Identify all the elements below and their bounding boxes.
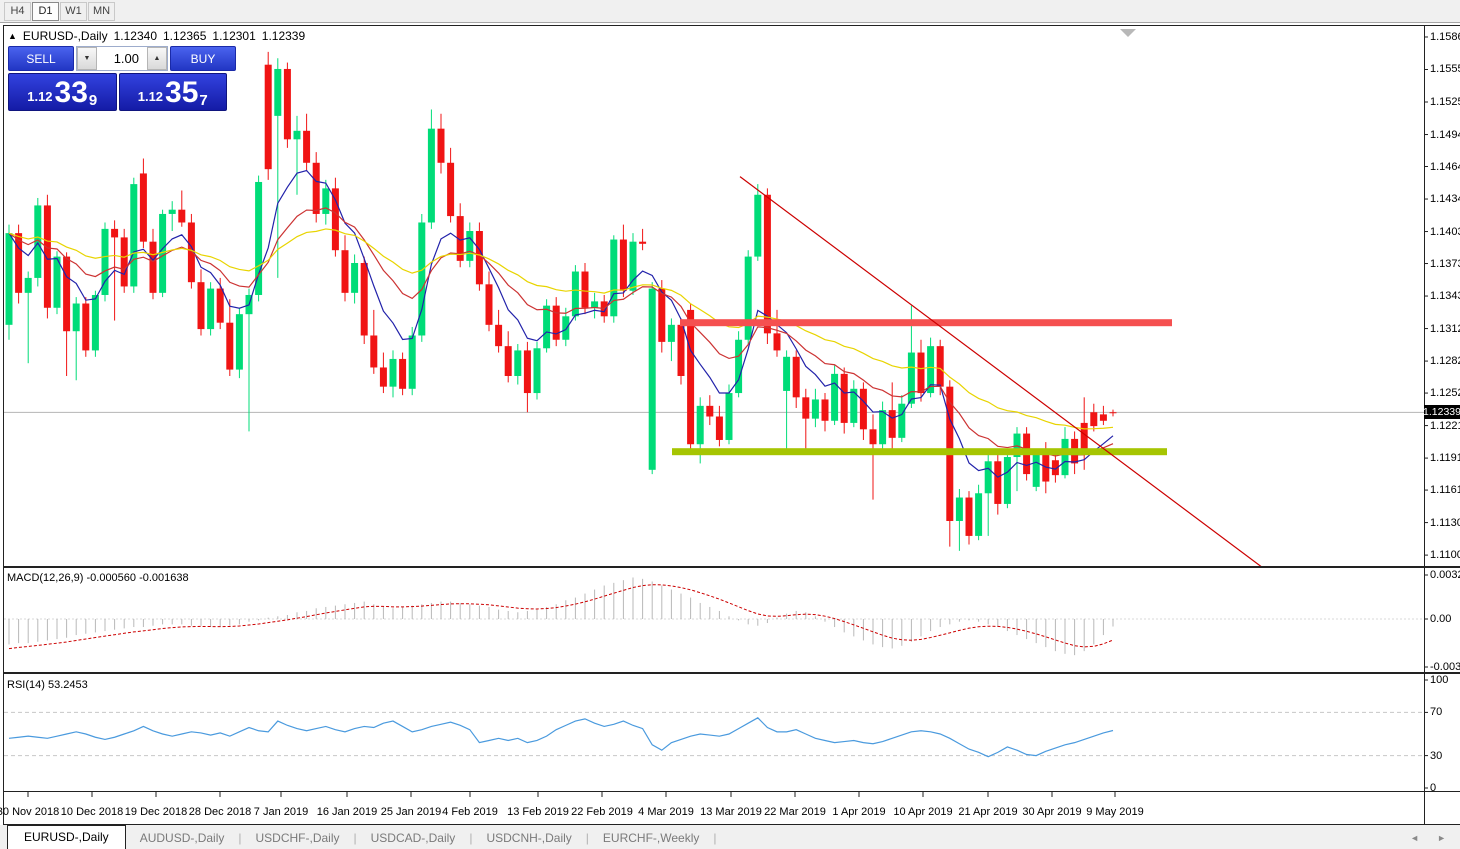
tab-eurchf-weekly[interactable]: EURCHF-,Weekly <box>602 831 700 845</box>
buy-price-tile[interactable]: 1.12 35 7 <box>118 73 227 111</box>
date-tick-label: 19 Dec 2018 <box>124 806 188 818</box>
sell-price-prefix: 1.12 <box>27 89 53 104</box>
date-tick-label: 30 Nov 2018 <box>0 806 60 818</box>
support-line[interactable] <box>672 448 1167 456</box>
date-tick-label: 22 Feb 2019 <box>571 806 633 818</box>
tab-scroll-right-icon[interactable]: ► <box>1437 833 1446 843</box>
timeframe-button-d1[interactable]: D1 <box>32 1 59 21</box>
tab-separator: | <box>469 831 473 845</box>
main-price-pane[interactable] <box>4 51 1424 596</box>
price-tick-label: 1.11305 <box>1430 516 1460 529</box>
timeframe-button-mn[interactable]: MN <box>88 1 115 21</box>
timeframe-button-h4[interactable]: H4 <box>4 1 31 21</box>
timeframe-button-w1[interactable]: W1 <box>60 1 87 21</box>
buy-button[interactable]: BUY <box>170 46 236 71</box>
tab-separator: | <box>585 831 589 845</box>
rsi-scale-label: 100 <box>1430 674 1449 686</box>
current-price-tag: 1.12339 <box>1423 405 1460 420</box>
date-tick-label: 1 Apr 2019 <box>832 806 886 818</box>
rsi-label: RSI(14) 53.2453 <box>7 679 88 691</box>
price-tick-label: 1.13125 <box>1430 322 1460 335</box>
chart-title: ▲ EURUSD-,Daily 1.12340 1.12365 1.12301 … <box>8 29 305 43</box>
tab-usdcad-daily[interactable]: USDCAD-,Daily <box>370 831 456 845</box>
date-tick-label: 28 Dec 2018 <box>188 806 252 818</box>
sell-price-big: 33 <box>54 76 88 109</box>
date-tick-label: 10 Apr 2019 <box>893 806 953 818</box>
sell-price-tile[interactable]: 1.12 33 9 <box>8 73 117 111</box>
price-tick-label: 1.11910 <box>1430 452 1460 465</box>
date-tick-label: 7 Jan 2019 <box>253 806 309 818</box>
price-tick-label: 1.13735 <box>1430 257 1460 270</box>
macd-pane[interactable] <box>4 577 1424 656</box>
date-tick-label: 22 Mar 2019 <box>764 806 826 818</box>
tab-audusd-daily[interactable]: AUDUSD-,Daily <box>139 831 225 845</box>
ohlc-high: 1.12365 <box>163 29 207 43</box>
price-tick-label: 1.12215 <box>1430 419 1460 432</box>
symbol-period-label: EURUSD-,Daily <box>22 29 108 43</box>
price-tick-label: 1.12520 <box>1430 387 1460 400</box>
date-tick-label: 21 Apr 2019 <box>958 806 1018 818</box>
date-tick-label: 13 Feb 2019 <box>507 806 569 818</box>
macd-value-main: -0.000560 <box>86 572 137 584</box>
tab-eurusd-daily[interactable]: EURUSD-,Daily <box>7 825 126 849</box>
volume-decrease-button[interactable]: ▼ <box>77 47 97 70</box>
ohlc-open: 1.12340 <box>113 29 157 43</box>
date-tick-label: 9 May 2019 <box>1086 806 1144 818</box>
macd-scale-label: 0.00 <box>1430 613 1452 625</box>
sell-price-sup: 9 <box>88 92 98 109</box>
rsi-value: 53.2453 <box>47 679 88 691</box>
volume-spinner: ▼ ▲ <box>76 46 168 71</box>
volume-increase-button[interactable]: ▲ <box>147 47 167 70</box>
buy-price-sup: 7 <box>199 92 208 109</box>
date-tick-label: 4 Mar 2019 <box>638 806 694 818</box>
rsi-scale-label: 70 <box>1430 706 1443 719</box>
date-tick-label: 4 Feb 2019 <box>442 806 498 818</box>
macd-scale-label: 0.003287 <box>1430 569 1460 581</box>
buy-price-big: 35 <box>165 76 199 109</box>
date-tick-label: 16 Jan 2019 <box>316 806 378 818</box>
tab-scroll-left-icon[interactable]: ◄ <box>1410 833 1420 843</box>
tab-separator: | <box>713 831 717 845</box>
ohlc-low: 1.12301 <box>212 29 256 43</box>
date-tick-label: 25 Jan 2019 <box>380 806 442 818</box>
rsi-pane[interactable] <box>4 711 1424 758</box>
tab-usdcnh-daily[interactable]: USDCNH-,Daily <box>486 831 572 845</box>
chart-tab-bar: EURUSD-,Daily AUDUSD-,Daily | USDCHF-,Da… <box>0 825 1460 849</box>
price-tick-label: 1.14945 <box>1430 128 1460 141</box>
price-tick-label: 1.14645 <box>1430 160 1460 173</box>
timeframe-toolbar: H4 D1 W1 MN <box>0 0 1460 23</box>
tab-separator: | <box>238 831 242 845</box>
tab-separator: | <box>353 831 357 845</box>
date-tick-label: 10 Dec 2018 <box>60 806 124 818</box>
macd-value-signal: -0.001638 <box>139 572 189 584</box>
descending-trendline[interactable] <box>739 176 1300 596</box>
price-tick-label: 1.15555 <box>1430 63 1460 76</box>
price-tick-label: 1.15860 <box>1430 30 1460 43</box>
macd-label: MACD(12,26,9) -0.000560 -0.001638 <box>7 572 189 584</box>
date-tick-label: 13 Mar 2019 <box>700 806 762 818</box>
price-tick-label: 1.12820 <box>1430 355 1460 368</box>
price-tick-label: 1.14035 <box>1430 225 1460 238</box>
expand-panel-icon[interactable]: ▲ <box>8 31 17 41</box>
price-tick-label: 1.15250 <box>1430 96 1460 108</box>
date-tick-label: 30 Apr 2019 <box>1022 806 1082 818</box>
price-tick-label: 1.14340 <box>1430 193 1460 206</box>
ohlc-close: 1.12339 <box>261 29 306 43</box>
resistance-line[interactable] <box>680 319 1172 327</box>
chart-shift-marker-icon[interactable] <box>1120 29 1136 37</box>
price-tick-label: 1.11610 <box>1430 484 1460 497</box>
macd-scale-label: -0.003659 <box>1430 661 1460 673</box>
volume-input[interactable] <box>97 47 147 70</box>
sell-button[interactable]: SELL <box>8 46 74 71</box>
rsi-scale-label: 30 <box>1430 749 1443 762</box>
tab-usdchf-daily[interactable]: USDCHF-,Daily <box>255 831 340 845</box>
price-tick-label: 1.13430 <box>1430 290 1460 303</box>
rsi-scale-label: 0 <box>1430 782 1437 794</box>
buy-price-prefix: 1.12 <box>137 89 164 104</box>
